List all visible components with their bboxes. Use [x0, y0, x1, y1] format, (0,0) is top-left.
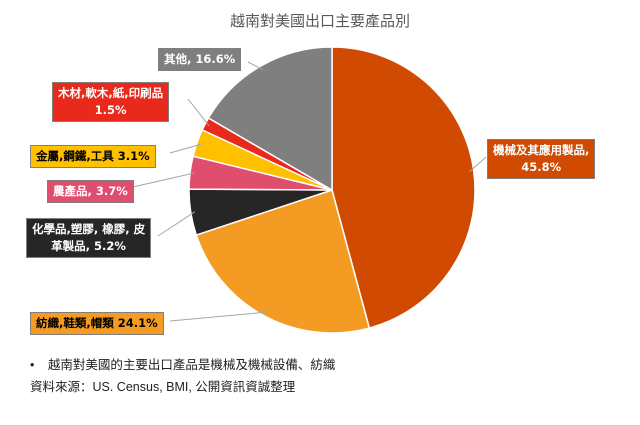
slice-label-line: 機械及其應用製品,	[493, 143, 590, 157]
slice-label-line: 1.5%	[94, 103, 127, 117]
leader-line	[169, 311, 267, 322]
slice-label: 化學品,塑膠, 橡膠, 皮革製品, 5.2%	[26, 218, 152, 258]
leader-line	[187, 98, 210, 127]
note-text-1: 越南對美國的主要出口產品是機械及機械設備、紡織	[47, 358, 336, 372]
slice-label-line: 紡織,鞋類,帽類 24.1%	[36, 316, 158, 330]
slice-label-line: 農產品, 3.7%	[53, 184, 128, 198]
pie-slice	[195, 189, 371, 334]
slice-label-line: 其他, 16.6%	[164, 52, 236, 66]
slice-label-line: 化學品,塑膠, 橡膠, 皮	[32, 222, 146, 236]
note-line-1: • 越南對美國的主要出口產品是機械及機械設備、紡織	[30, 354, 335, 373]
slice-label: 金屬,鋼鐵,工具 3.1%	[30, 145, 156, 168]
slice-label-line: 木材,軟木,紙,印刷品	[58, 86, 164, 100]
slice-label: 紡織,鞋類,帽類 24.1%	[30, 312, 164, 335]
slice-label: 其他, 16.6%	[158, 48, 242, 71]
slice-label-line: 45.8%	[521, 160, 562, 174]
slice-label-line: 金屬,鋼鐵,工具 3.1%	[36, 149, 150, 163]
chart-title: 越南對美國出口主要產品別	[229, 12, 410, 30]
slice-label: 木材,軟木,紙,印刷品 1.5%	[52, 82, 170, 122]
note-line-2: 資料來源：US. Census, BMI, 公開資訊資誠整理	[30, 380, 296, 394]
slice-label: 農產品, 3.7%	[47, 180, 134, 203]
leader-line	[247, 61, 264, 71]
leader-line	[469, 156, 487, 173]
slice-label-line: 革製品, 5.2%	[51, 239, 126, 253]
leader-line	[157, 211, 196, 237]
slice-label: 機械及其應用製品, 45.8%	[487, 139, 596, 179]
leader-line	[169, 143, 202, 154]
pie-slice	[331, 46, 476, 329]
leader-line	[123, 172, 195, 190]
pie-slice	[207, 46, 333, 192]
bullet: •	[30, 358, 35, 372]
